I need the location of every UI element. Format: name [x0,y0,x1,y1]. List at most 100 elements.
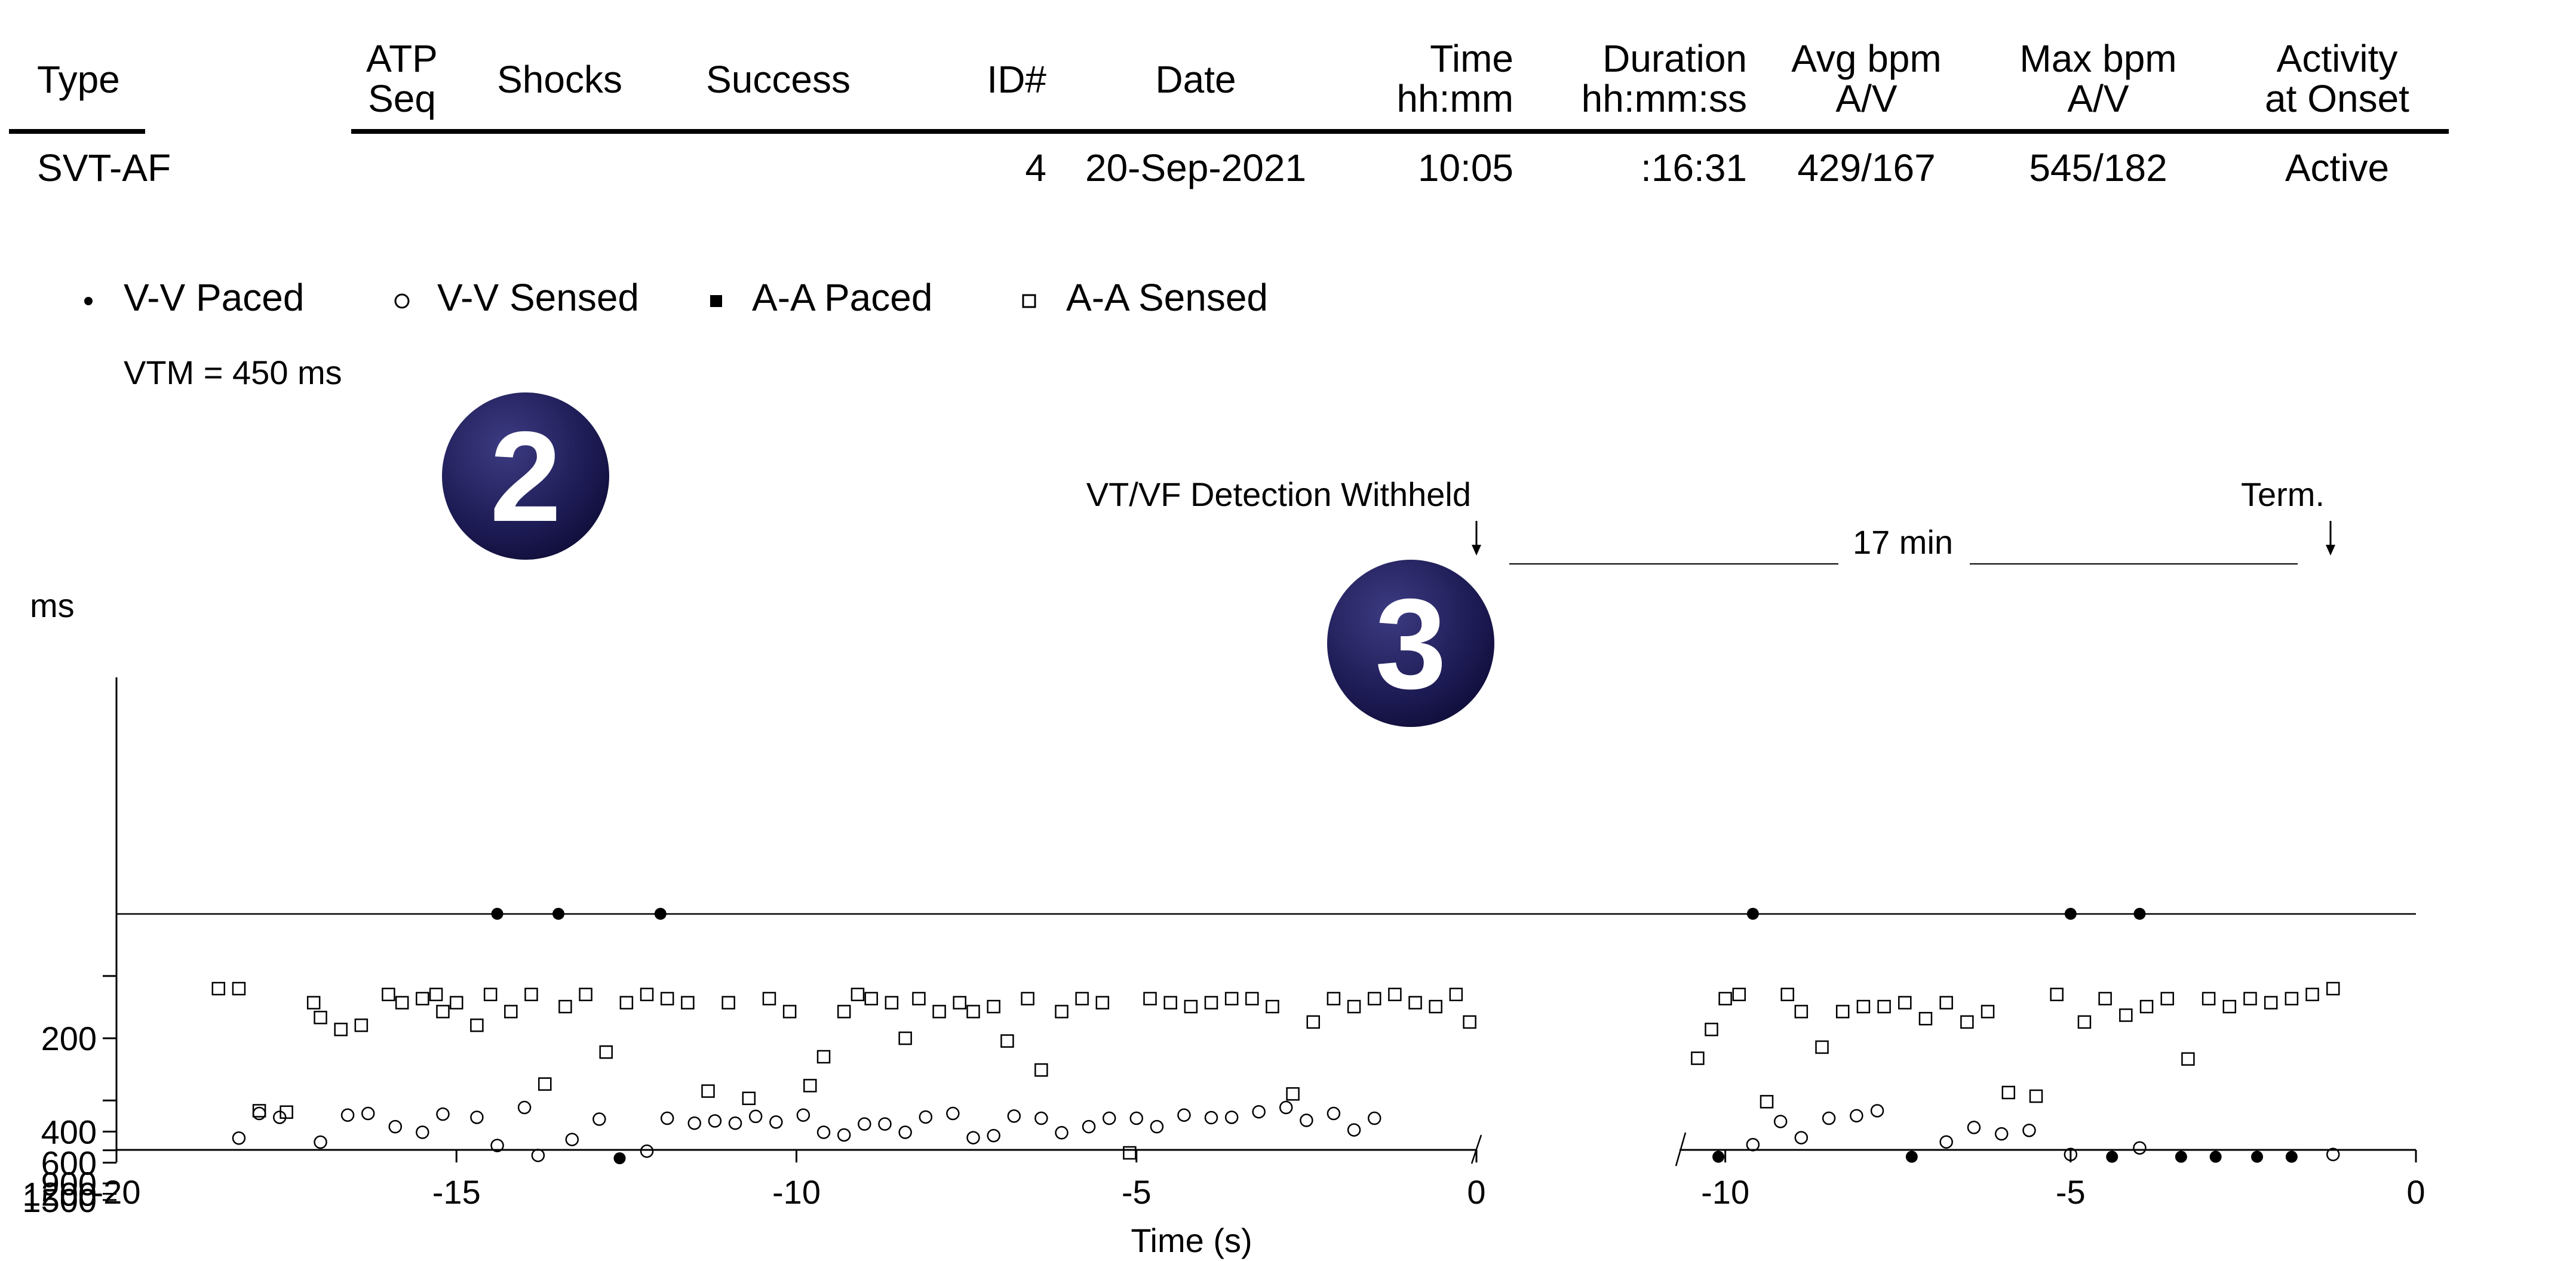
vv-sensed-point [1177,1108,1191,1122]
vv-sensed-point [2326,1148,2340,1161]
vv-sensed-point [470,1110,484,1124]
vv-sensed-point [1327,1106,1341,1121]
x-ticks-left: -20 -15 -10 -5 0 [93,1150,1486,1211]
x-tick-label-onset--20: -20 [93,1173,141,1211]
table-header-atp-line-1: ATP [366,37,438,80]
aa-sensed-point [1388,987,1402,1002]
x-tick-label-onset-0: 0 [1467,1173,1485,1211]
table-header-activity-line-1: Activity [2277,37,2398,80]
vv-paced-point [491,907,503,920]
vv-sensed-point [1204,1110,1218,1125]
table-header-avg-line-2: A/V [1835,77,1897,120]
aa-sensed-point [1163,996,1177,1010]
annotations: VT/VF Detection Withheld 17 min Term. [1086,475,2335,564]
aa-sensed-point [1918,1012,1933,1026]
vv-sensed-point [687,1116,701,1130]
vv-paced-point [552,907,565,920]
aa-sensed-point [2181,1052,2195,1066]
x-axis-right: -10 -5 0 [1675,1132,2425,1211]
table-header-atp-line-2: Seq [368,77,436,120]
vv-sensed-point [2022,1124,2036,1137]
detection-withheld-arrow-head [1472,545,1481,556]
badge-2-disc [442,392,609,560]
series-points-termination [1691,907,2340,1163]
aa-sensed-point [987,999,1000,1014]
y-tick-label-900: 900 [41,1165,97,1202]
vv-sensed-point [728,1116,742,1130]
aa-sensed-point [1224,992,1239,1006]
vv-sensed-point [1367,1111,1381,1125]
vv-sensed-point [898,1125,912,1139]
badge-3-disc [1327,560,1494,727]
x-tick-label-onset--15: -15 [432,1173,481,1211]
vv-sensed-point [1822,1111,1836,1125]
vv-paced-point [2285,1150,2298,1163]
legend-label-vv-sensed: V-V Sensed [437,276,639,319]
table-header-activity-line-2: at Onset [2265,77,2409,120]
aa-sensed-point [2119,1008,2133,1022]
aa-sensed-point [1266,999,1279,1014]
aa-sensed-point [1691,1051,1705,1065]
aa-sensed-point [851,987,865,1002]
vv-sensed-point [416,1125,429,1139]
aa-sensed-point [416,992,429,1006]
vv-sensed-point [946,1106,960,1121]
vv-sensed-point [1347,1123,1361,1137]
table-header-duration-line-2: hh:mm:ss [1582,77,1747,120]
vv-sensed-point [490,1139,504,1152]
aa-sensed-point [2001,1085,2015,1100]
legend-symbol-vv-paced [84,297,93,305]
vv-sensed-point [272,1110,287,1124]
vv-sensed-point [1150,1119,1164,1134]
vv-sensed-point [966,1131,980,1145]
aa-sensed-point [538,1077,552,1091]
aa-sensed-point [1815,1040,1829,1054]
vv-paced-point [1712,1150,1725,1163]
x-tick-label-onset--5: -5 [1122,1173,1152,1211]
vv-sensed-point [1870,1104,1884,1118]
table-header-duration-line-1: Duration [1602,37,1747,80]
vv-paced-point [2251,1150,2264,1163]
aa-sensed-point [252,1104,266,1118]
y-tick-label-1500: 1500 [22,1182,97,1219]
axis-break-right [1675,1132,1687,1167]
aa-sensed-point [1075,992,1089,1006]
aa-sensed-point [599,1045,613,1059]
termination-arrow-head [2326,545,2335,556]
vv-sensed-point [708,1114,722,1128]
aa-sensed-point [483,987,498,1002]
table-header-max-line-1: Max bpm [2019,37,2176,80]
detection-withheld-label: VT/VF Detection Withheld [1086,475,1471,513]
aa-sensed-point [2326,981,2340,996]
vv-sensed-point [858,1117,871,1131]
vv-sensed-point [1794,1131,1809,1145]
gap-duration-label: 17 min [1853,523,1953,561]
aa-sensed-point [1021,992,1034,1006]
vv-paced-point [654,907,667,920]
aa-sensed-point [932,1005,946,1018]
vv-sensed-point [987,1128,1000,1143]
badge-2-number: 2 [490,404,561,548]
aa-sensed-point [1347,999,1361,1014]
vv-sensed-point [1746,1137,1760,1152]
y-tick-label-1200: 1200 [22,1176,97,1213]
aa-sensed-point [1856,999,1871,1014]
vv-paced-point [1905,1150,1918,1163]
aa-sensed-point [1835,1005,1850,1018]
aa-sensed-point [1095,996,1110,1010]
termination-label: Term. [2241,475,2325,513]
aa-sensed-point [334,1023,348,1036]
aa-sensed-point [2264,996,2278,1010]
vv-sensed-point [1994,1127,2009,1141]
table-header-max-line-2: A/V [2067,77,2129,120]
aa-sensed-point [1877,999,1891,1014]
table-cell-activity: Active [2285,146,2389,189]
x-axis-left: -20 -15 -10 -5 0 [93,1134,1486,1211]
aa-sensed-point [579,987,592,1002]
aa-sensed-point [1463,1015,1476,1029]
aa-sensed-point [1123,1146,1137,1160]
badge-2: 2 [442,392,609,560]
vv-paced-point [2106,1150,2118,1163]
